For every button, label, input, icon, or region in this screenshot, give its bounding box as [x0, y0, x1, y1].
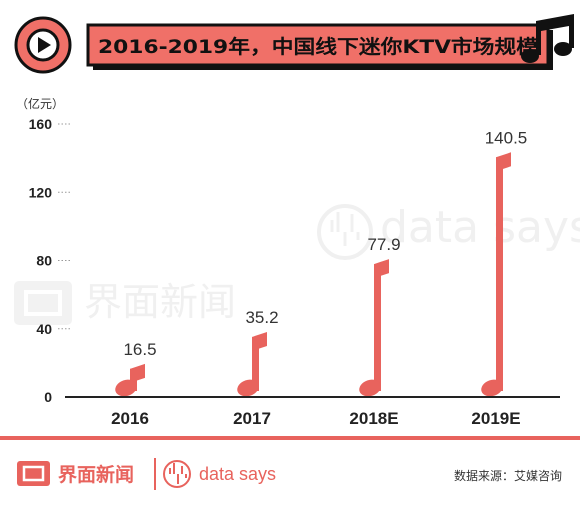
music-note-icon — [521, 14, 574, 63]
data-label: 140.5 — [485, 128, 528, 147]
x-axis: 2016 2017 2018E 2019E — [111, 409, 521, 428]
x-tick-label: 2017 — [233, 409, 271, 428]
y-tick-label: 40 — [36, 321, 52, 337]
watermark: 界面新闻 data says — [14, 202, 580, 325]
bar-note-head — [237, 379, 259, 397]
y-tick-label: 0 — [44, 389, 52, 405]
y-tick-label: 80 — [36, 253, 52, 269]
bar-flag — [374, 259, 389, 279]
chart-title: 2016-2019年，中国线下迷你KTV市场规模 — [98, 35, 539, 58]
x-tick-label: 2019E — [471, 409, 520, 428]
title-banner — [86, 23, 550, 67]
bar-note-head — [359, 379, 381, 397]
y-tick-label: 160 — [29, 116, 53, 132]
x-tick-label: 2016 — [111, 409, 149, 428]
bar-stem — [374, 264, 381, 391]
bar: 35.2 — [237, 308, 279, 397]
data-label: 77.9 — [367, 235, 400, 254]
bars: 16.5 35.2 77.9 140.5 — [115, 128, 528, 397]
y-tick-label: 120 — [29, 184, 53, 200]
bar-stem — [496, 157, 503, 391]
bar-note-head — [481, 379, 503, 397]
bar-note-head — [115, 379, 137, 397]
bar-flag — [130, 363, 145, 383]
y-axis-unit: （亿元） — [16, 96, 64, 111]
watermark-logo-icon — [14, 281, 72, 325]
data-source: 数据来源：艾媒咨询 — [454, 468, 562, 483]
watermark-data-says: data says — [380, 202, 580, 253]
y-axis: 0 40 80 120 160 — [29, 116, 72, 405]
bar-stem — [252, 336, 259, 391]
footer-logo-icon — [17, 461, 50, 486]
watermark-brand: 界面新闻 — [84, 280, 236, 324]
footer-data-says: data says — [199, 464, 276, 484]
bar: 16.5 — [115, 340, 157, 397]
bar: 77.9 — [359, 235, 401, 397]
bar-flag — [252, 331, 267, 351]
footer-wave-icon — [163, 460, 191, 488]
header: 2016-2019年，中国线下迷你KTV市场规模 — [14, 14, 574, 74]
bar-flag — [496, 152, 511, 172]
data-label: 16.5 — [123, 340, 156, 359]
bar: 140.5 — [481, 128, 528, 397]
footer-brand: 界面新闻 — [58, 463, 134, 486]
play-icon — [14, 16, 72, 74]
data-label: 35.2 — [245, 308, 278, 327]
x-tick-label: 2018E — [349, 409, 398, 428]
footer: 界面新闻 data says 数据来源：艾媒咨询 — [0, 436, 580, 490]
watermark-wave-icon — [317, 204, 373, 260]
